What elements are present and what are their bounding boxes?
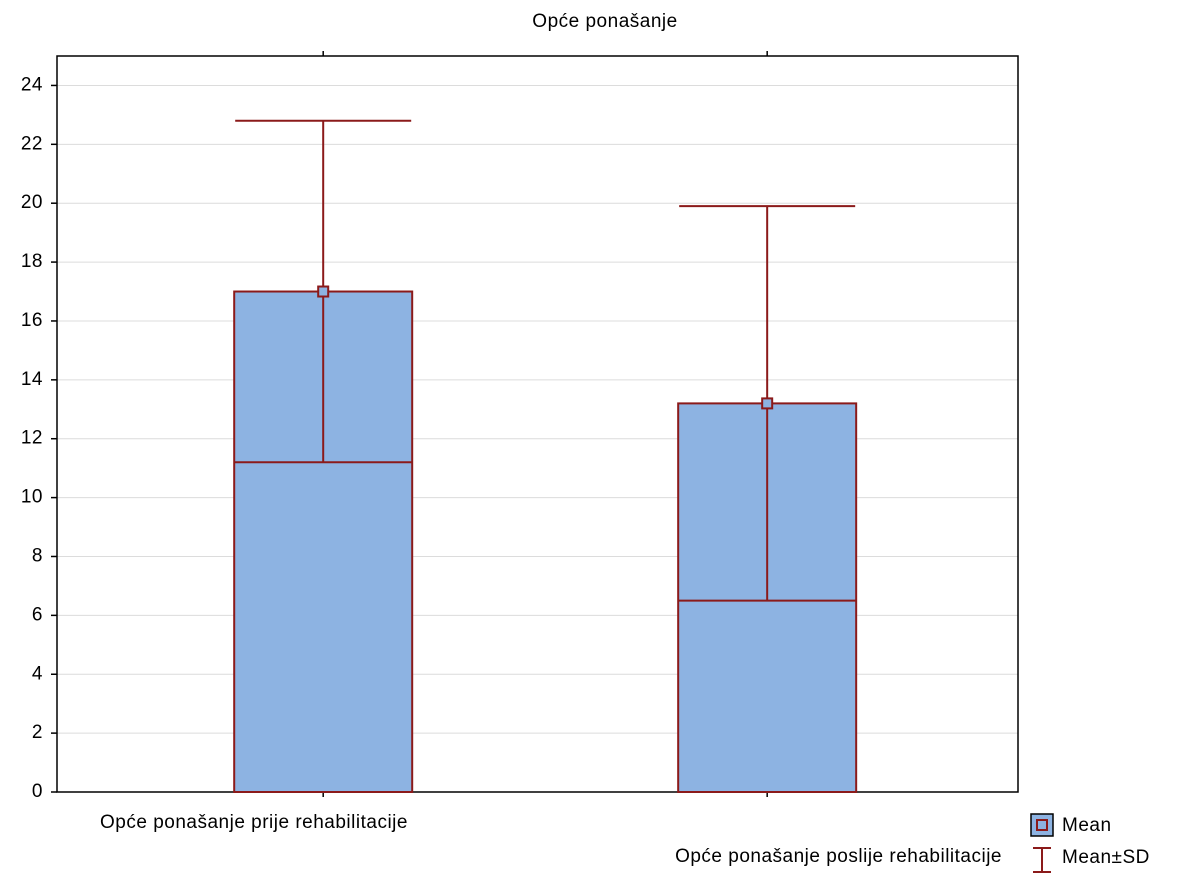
y-tick-label: 22 xyxy=(21,133,43,154)
y-tick-label: 10 xyxy=(21,487,43,508)
x-tick-label: Opće ponašanje prije rehabilitacije xyxy=(100,812,408,833)
y-tick-label: 4 xyxy=(32,663,43,684)
y-tick-label: 18 xyxy=(21,251,43,272)
y-tick-label: 14 xyxy=(21,369,43,390)
y-tick-label: 8 xyxy=(32,545,43,566)
y-tick-label: 0 xyxy=(32,781,43,802)
legend-swatch xyxy=(1036,819,1048,831)
chart-title: Opće ponašanje xyxy=(532,11,677,32)
legend-label: Mean xyxy=(1062,815,1112,836)
legend-swatch xyxy=(1030,813,1054,837)
plot-frame xyxy=(56,55,1019,793)
legend-label: Mean±SD xyxy=(1062,847,1150,868)
y-tick-label: 24 xyxy=(21,74,43,95)
y-tick-label: 2 xyxy=(32,722,43,743)
y-tick-label: 12 xyxy=(21,428,43,449)
y-tick-label: 6 xyxy=(32,604,43,625)
mean-marker xyxy=(317,285,330,298)
y-tick-label: 20 xyxy=(21,192,43,213)
x-tick-label: Opće ponašanje poslije rehabilitacije xyxy=(675,846,1002,867)
mean-marker xyxy=(761,397,774,410)
y-tick-label: 16 xyxy=(21,310,43,331)
